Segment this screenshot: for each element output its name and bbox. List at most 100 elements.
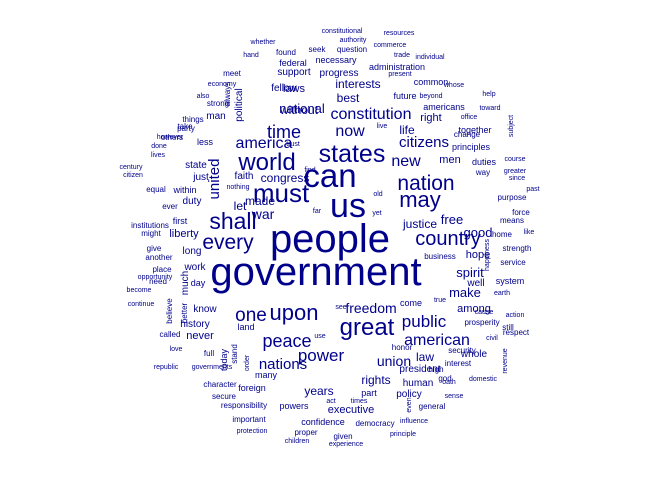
word-times: times xyxy=(351,398,368,405)
word-progress: progress xyxy=(320,68,359,79)
word-another: another xyxy=(145,253,172,262)
word-rights: rights xyxy=(361,373,390,387)
word-things: things xyxy=(182,115,203,124)
word-peace: peace xyxy=(262,331,311,351)
word-citizens: citizens xyxy=(399,134,449,151)
word-foreign: foreign xyxy=(238,383,266,393)
word-economy: economy xyxy=(208,81,237,88)
word-found: found xyxy=(276,48,296,57)
word-never: never xyxy=(186,330,214,342)
word-place: place xyxy=(152,265,172,274)
word-secure: secure xyxy=(212,392,237,401)
word-lives: lives xyxy=(151,152,166,159)
word-security: security xyxy=(448,346,476,355)
word-every: every xyxy=(202,231,254,254)
word-earth: earth xyxy=(494,290,510,297)
word-might: might xyxy=(141,229,161,238)
word-since: since xyxy=(509,175,525,182)
word-important: important xyxy=(232,415,266,424)
word-states: states xyxy=(319,140,386,168)
word-policy: policy xyxy=(396,389,422,400)
word-century: century xyxy=(120,164,143,171)
word-character: character xyxy=(203,380,237,389)
word-duty: duty xyxy=(183,196,202,207)
word-hand: hand xyxy=(243,52,259,59)
word-experience: experience xyxy=(329,441,363,448)
word-purpose: purpose xyxy=(498,193,527,202)
word-individual: individual xyxy=(415,54,445,61)
word-common: common xyxy=(414,77,449,87)
word-even: even xyxy=(406,397,413,412)
word-course: course xyxy=(504,156,525,163)
word-interests: interests xyxy=(335,77,380,91)
word-true: true xyxy=(434,297,446,304)
word-public: public xyxy=(402,312,447,331)
word-opportunity: opportunity xyxy=(138,274,173,281)
word-national: national xyxy=(279,101,325,116)
word-governments: governments xyxy=(192,364,233,371)
word-now: now xyxy=(335,123,365,140)
word-nation: nation xyxy=(397,172,454,195)
word-high: high xyxy=(428,365,443,374)
word-america: america xyxy=(236,135,293,152)
word-resources: resources xyxy=(384,30,415,37)
word-interest: interest xyxy=(445,359,472,368)
word-today: today xyxy=(219,348,229,371)
word-freedom: freedom xyxy=(345,300,396,316)
word-may: may xyxy=(399,187,441,212)
word-take: take xyxy=(177,122,193,131)
word-can: can xyxy=(303,157,356,194)
word-among: among xyxy=(457,303,491,315)
word-americans: americans xyxy=(423,102,465,112)
word-much: much xyxy=(180,271,191,295)
word-let: let xyxy=(234,199,247,213)
word-confidence: confidence xyxy=(301,417,345,427)
word-stand: stand xyxy=(230,344,239,364)
word-world: world xyxy=(237,149,295,176)
word-us: us xyxy=(330,187,366,225)
word-service: service xyxy=(500,258,526,267)
word-power: power xyxy=(298,346,345,365)
word-influence: influence xyxy=(400,418,428,425)
word-years: years xyxy=(304,384,333,398)
word-together: together xyxy=(458,125,491,135)
word-authority: authority xyxy=(340,37,367,44)
word-law: law xyxy=(416,350,434,364)
word-know: know xyxy=(193,304,217,315)
word-cause: cause xyxy=(475,309,494,316)
word-system: system xyxy=(496,276,525,286)
word-question: question xyxy=(337,45,367,54)
word-make: make xyxy=(449,285,481,300)
word-american: american xyxy=(404,332,470,349)
word-subject: subject xyxy=(508,115,515,137)
word-congress: congress xyxy=(261,171,310,185)
word-best: best xyxy=(337,91,360,105)
word-just: just xyxy=(192,172,209,183)
word-political: political xyxy=(234,88,245,121)
word-use: use xyxy=(314,333,325,340)
word-still: still xyxy=(502,323,514,332)
word-equal: equal xyxy=(146,185,166,194)
word-also: also xyxy=(197,93,210,100)
word-part: part xyxy=(361,388,377,398)
word-people: people xyxy=(270,217,390,261)
word-continue: continue xyxy=(128,301,155,308)
word-beyond: beyond xyxy=(420,93,443,100)
word-love: love xyxy=(170,346,183,353)
word-civil: civil xyxy=(486,335,498,342)
word-spirit: spirit xyxy=(456,265,484,280)
word-revenue: revenue xyxy=(502,348,509,373)
word-however: however xyxy=(157,134,184,141)
word-life: life xyxy=(399,123,415,137)
word-fellow: fellow xyxy=(271,83,297,94)
word-democracy: democracy xyxy=(355,419,394,428)
word-commerce: commerce xyxy=(374,42,407,49)
word-new: new xyxy=(391,153,421,170)
word-federal: federal xyxy=(279,58,307,68)
word-far: far xyxy=(313,208,322,215)
word-history: history xyxy=(180,319,209,330)
word-trade: trade xyxy=(394,52,410,59)
word-force: force xyxy=(512,208,530,217)
word-first: first xyxy=(173,216,188,226)
